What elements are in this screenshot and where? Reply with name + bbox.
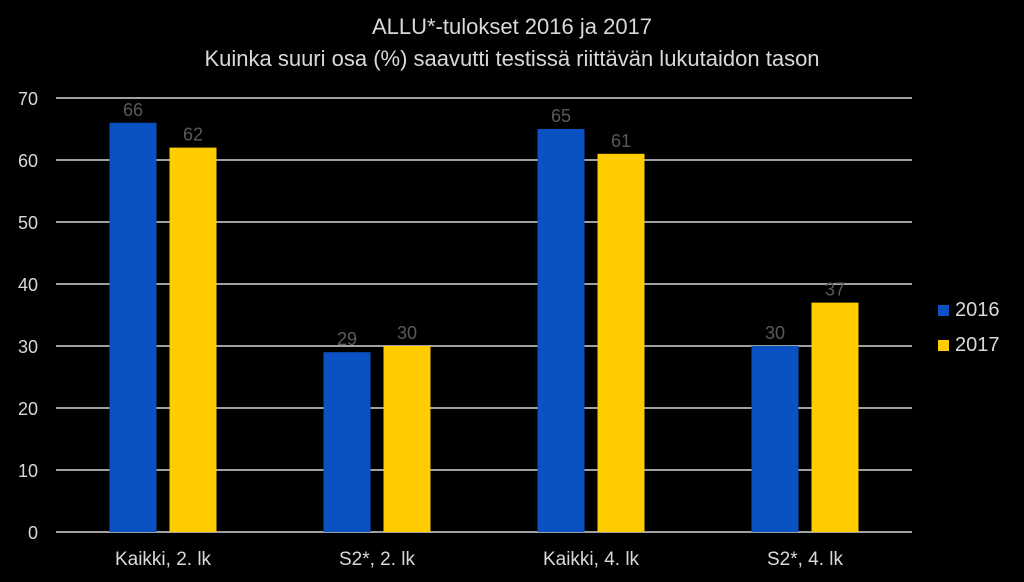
bar-2017 [811,302,859,532]
data-label: 66 [123,100,143,120]
data-label: 65 [551,106,571,126]
y-tick-label: 0 [28,523,38,543]
legend-item-2017: 2017 [938,334,1000,357]
bar-2017 [383,346,431,532]
chart-subtitle: Kuinka suuri osa (%) saavutti testissä r… [204,46,820,71]
y-tick-label: 20 [18,399,38,419]
y-tick-label: 60 [18,151,38,171]
y-tick-label: 50 [18,213,38,233]
bar-2017 [597,153,645,533]
y-tick-label: 40 [18,275,38,295]
y-tick-label: 70 [18,89,38,109]
bar-2016 [751,346,799,532]
data-label: 37 [825,280,845,300]
bar-2017 [169,147,217,532]
bar-2016 [537,129,585,532]
y-tick-label: 10 [18,461,38,481]
legend-item-2016: 2016 [938,299,1000,322]
x-tick-label: S2*, 4. lk [767,549,844,570]
data-label: 30 [765,323,785,343]
chart-title: ALLU*-tulokset 2016 ja 2017 [371,14,653,39]
x-tick-label: Kaikki, 2. lk [115,549,212,570]
data-label: 61 [611,131,631,151]
x-tick-label: Kaikki, 4. lk [543,549,640,570]
data-label: 30 [397,323,417,343]
legend-swatch-2016 [938,305,949,316]
data-label: 62 [183,125,203,145]
bar-2016 [109,122,157,533]
x-tick-label: S2*, 2. lk [339,549,416,570]
legend-label-2017: 2017 [955,334,1000,356]
y-tick-label: 30 [18,337,38,357]
data-label: 29 [337,329,357,349]
bar-2016 [323,352,371,532]
legend-swatch-2017 [938,340,949,351]
legend-label-2016: 2016 [955,299,1000,321]
